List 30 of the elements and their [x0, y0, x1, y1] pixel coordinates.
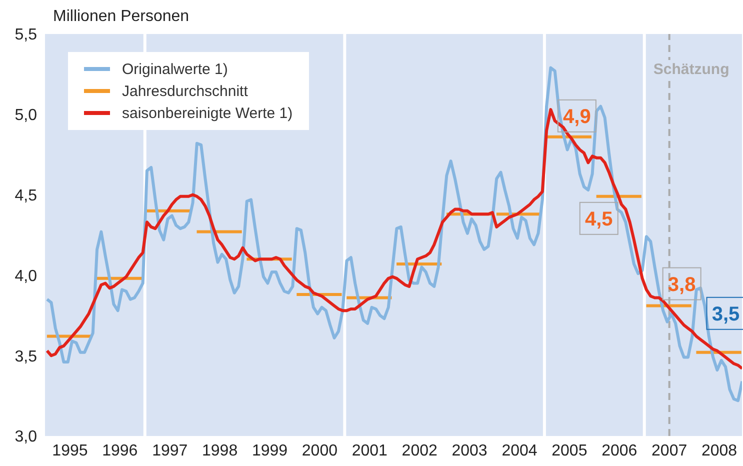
y-tick-label: 4,0 [14, 268, 38, 285]
line-series [46, 108, 742, 370]
y-tick-label: 3,5 [14, 348, 38, 366]
x-tick-label: 2000 [302, 442, 338, 460]
legend-label: Originalwerte 1) [122, 60, 228, 78]
x-tick-label: 2006 [602, 442, 638, 460]
x-tick-label: 2004 [502, 442, 538, 460]
y-tick-label: 4,5 [14, 187, 38, 204]
y-axis-title: Millionen Personen [53, 8, 190, 26]
data-label: 3,8 [668, 274, 696, 296]
y-tick-label: 5,0 [14, 107, 38, 124]
x-tick-label: 1995 [52, 442, 88, 460]
data-label: 4,5 [584, 208, 613, 230]
x-tick-label: 2002 [402, 442, 438, 460]
x-tick-label: 2008 [701, 442, 738, 460]
data-label: 3,5 [712, 303, 740, 326]
x-tick-label: 1996 [102, 442, 138, 460]
ref-line-label: Schätzung [653, 61, 730, 78]
y-tick-label: 3,0 [14, 428, 38, 446]
legend-label: Jahresdurchschnitt [122, 82, 248, 100]
x-tick-label: 1997 [152, 442, 188, 460]
x-tick-label: 1999 [252, 442, 288, 460]
y-tick-label: 5,5 [14, 26, 38, 44]
x-tick-label: 2001 [352, 442, 388, 460]
x-tick-label: 1998 [202, 442, 238, 460]
x-tick-label: 2003 [452, 442, 488, 460]
x-tick-label: 2007 [652, 442, 688, 460]
x-tick-label: 2005 [552, 442, 588, 460]
legend-label: saisonbereinigte Werte 1) [122, 104, 293, 122]
data-label: 4,9 [563, 106, 591, 128]
